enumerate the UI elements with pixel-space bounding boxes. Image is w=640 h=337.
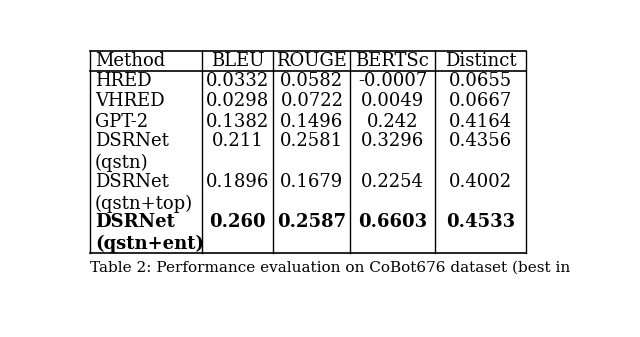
- Text: Method: Method: [95, 52, 165, 70]
- Text: ROUGE: ROUGE: [276, 52, 348, 70]
- Text: 0.2587: 0.2587: [277, 213, 346, 231]
- Text: HRED: HRED: [95, 72, 152, 90]
- Text: DSRNet: DSRNet: [95, 213, 175, 231]
- Text: BERTSc: BERTSc: [356, 52, 429, 70]
- Text: 0.0298: 0.0298: [206, 92, 269, 111]
- Text: (qstn+top): (qstn+top): [95, 194, 193, 213]
- Text: 0.4533: 0.4533: [446, 213, 515, 231]
- Text: 0.6603: 0.6603: [358, 213, 427, 231]
- Text: 0.1496: 0.1496: [280, 113, 344, 131]
- Text: 0.1382: 0.1382: [206, 113, 269, 131]
- Text: 0.0667: 0.0667: [449, 92, 512, 111]
- Text: 0.242: 0.242: [367, 113, 418, 131]
- Text: (qstn): (qstn): [95, 154, 148, 172]
- Text: 0.1679: 0.1679: [280, 173, 344, 190]
- Text: 0.4164: 0.4164: [449, 113, 512, 131]
- Text: VHRED: VHRED: [95, 92, 164, 111]
- Text: 0.0049: 0.0049: [361, 92, 424, 111]
- Text: 0.0722: 0.0722: [280, 92, 344, 111]
- Text: 0.4002: 0.4002: [449, 173, 512, 190]
- Text: GPT-2: GPT-2: [95, 113, 148, 131]
- Text: DSRNet: DSRNet: [95, 132, 169, 150]
- Text: BLEU: BLEU: [211, 52, 264, 70]
- Text: (qstn+ent): (qstn+ent): [95, 235, 204, 253]
- Text: 0.0655: 0.0655: [449, 72, 512, 90]
- Text: 0.4356: 0.4356: [449, 132, 512, 150]
- Text: -0.0007: -0.0007: [358, 72, 427, 90]
- Text: Distinct: Distinct: [445, 52, 516, 70]
- Text: 0.1896: 0.1896: [206, 173, 269, 190]
- Text: 0.0582: 0.0582: [280, 72, 344, 90]
- Text: 0.3296: 0.3296: [361, 132, 424, 150]
- Text: 0.2254: 0.2254: [361, 173, 424, 190]
- Text: 0.211: 0.211: [212, 132, 263, 150]
- Text: 0.260: 0.260: [209, 213, 266, 231]
- Text: 0.0332: 0.0332: [206, 72, 269, 90]
- Text: DSRNet: DSRNet: [95, 173, 169, 190]
- Text: Table 2: Performance evaluation on CoBot676 dataset (best in: Table 2: Performance evaluation on CoBot…: [90, 261, 570, 275]
- Text: 0.2581: 0.2581: [280, 132, 344, 150]
